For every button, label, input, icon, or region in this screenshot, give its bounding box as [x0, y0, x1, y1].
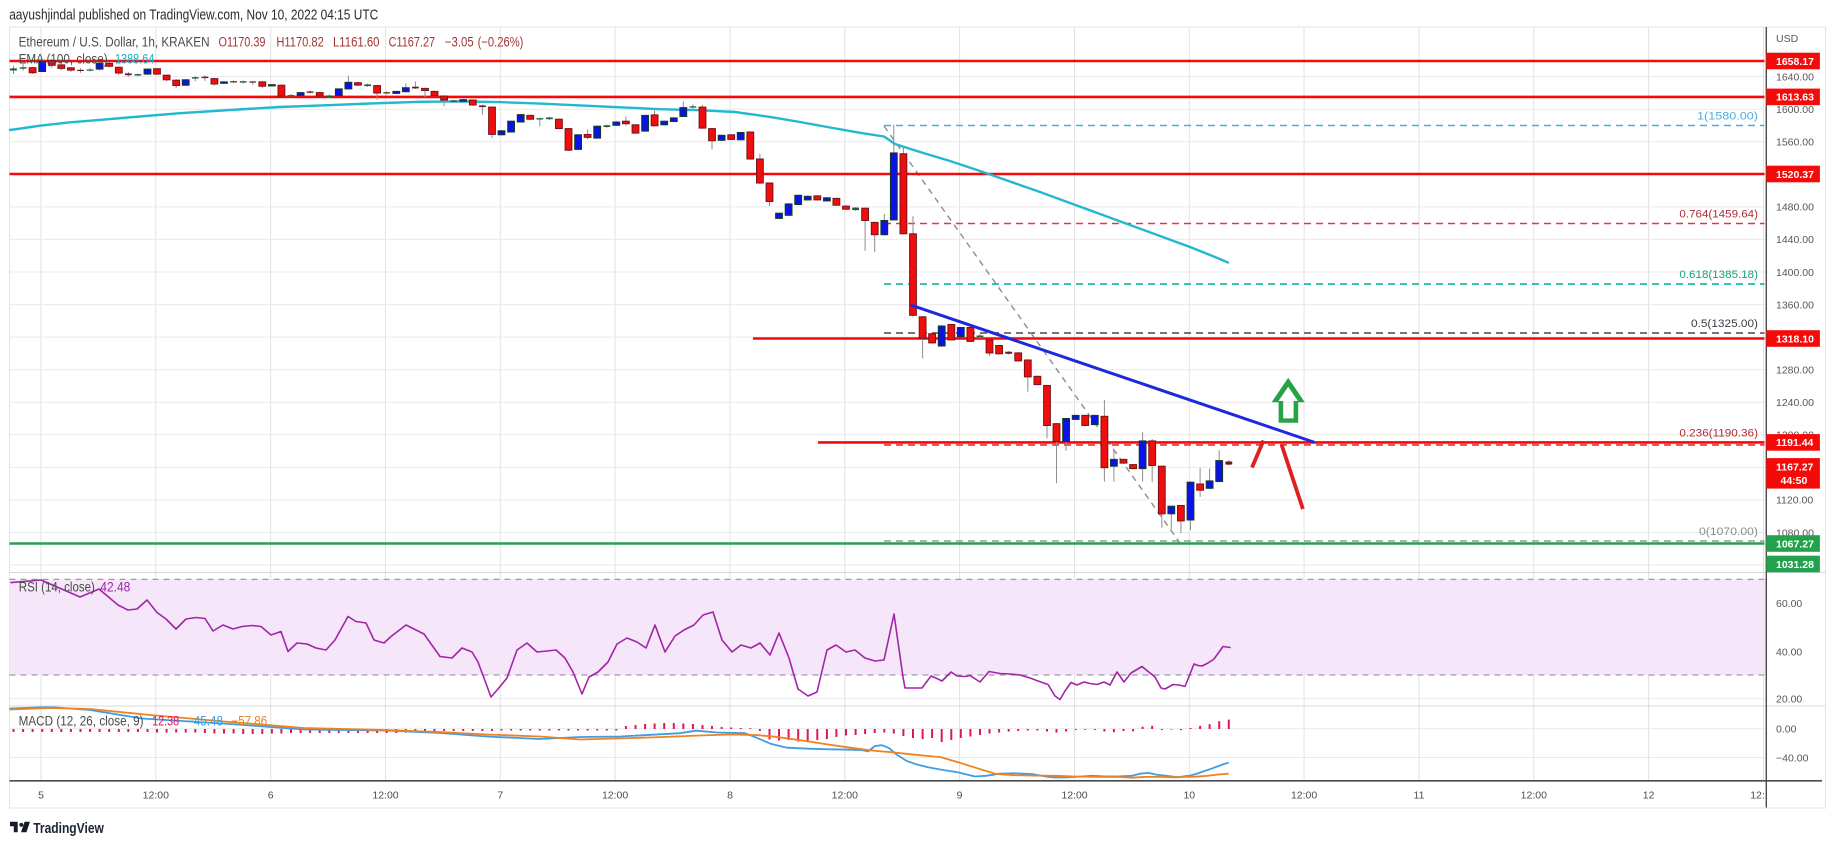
svg-text:12.38: 12.38	[152, 714, 179, 729]
svg-text:0.764(1459.64): 0.764(1459.64)	[1679, 209, 1758, 221]
svg-text:12:00: 12:00	[1291, 790, 1317, 802]
svg-text:1600.00: 1600.00	[1776, 104, 1814, 116]
svg-text:1440.00: 1440.00	[1776, 234, 1814, 246]
svg-text:0.618(1385.18): 0.618(1385.18)	[1679, 269, 1758, 281]
svg-text:12:00: 12:00	[143, 790, 169, 802]
svg-text:−45.48: −45.48	[187, 714, 223, 729]
svg-text:1613.63: 1613.63	[1776, 92, 1814, 104]
svg-text:1318.10: 1318.10	[1776, 333, 1814, 345]
svg-text:8: 8	[727, 790, 733, 802]
svg-text:40.00: 40.00	[1776, 646, 1802, 658]
svg-text:Ethereum / U.S. Dollar, 1h, KR: Ethereum / U.S. Dollar, 1h, KRAKEN	[19, 35, 210, 50]
svg-text:C1167.27: C1167.27	[389, 35, 436, 50]
svg-text:1560.00: 1560.00	[1776, 137, 1814, 149]
svg-text:−57.86: −57.86	[232, 714, 268, 729]
svg-text:−3.05: −3.05	[445, 35, 474, 50]
svg-text:1067.27: 1067.27	[1776, 538, 1814, 550]
svg-text:6: 6	[268, 790, 274, 802]
svg-text:12:00: 12:00	[1521, 790, 1547, 802]
svg-text:0.236(1190.36): 0.236(1190.36)	[1679, 428, 1758, 440]
svg-text:TradingView: TradingView	[33, 820, 104, 837]
svg-text:1240.00: 1240.00	[1776, 397, 1814, 409]
svg-text:10: 10	[1183, 790, 1195, 802]
svg-text:1(1580.00): 1(1580.00)	[1697, 111, 1758, 123]
svg-text:12:00: 12:00	[372, 790, 398, 802]
svg-text:1400.00: 1400.00	[1776, 267, 1814, 279]
svg-text:1191.44: 1191.44	[1776, 437, 1814, 449]
svg-text:1520.37: 1520.37	[1776, 169, 1814, 181]
svg-text:MACD (12, 26, close, 9): MACD (12, 26, close, 9)	[19, 714, 144, 729]
svg-text:1167.27: 1167.27	[1776, 461, 1814, 473]
svg-text:−40.00: −40.00	[1776, 752, 1809, 764]
svg-text:12:00: 12:00	[1061, 790, 1087, 802]
svg-text:9: 9	[957, 790, 963, 802]
svg-text:USD: USD	[1776, 33, 1799, 45]
svg-text:0.5(1325.00): 0.5(1325.00)	[1691, 318, 1758, 330]
svg-text:1480.00: 1480.00	[1776, 202, 1814, 214]
svg-text:12: 12	[1643, 790, 1655, 802]
svg-text:7: 7	[497, 790, 503, 802]
svg-text:1388.64: 1388.64	[115, 52, 155, 67]
svg-text:42.48: 42.48	[100, 580, 130, 595]
svg-text:1280.00: 1280.00	[1776, 365, 1814, 377]
svg-text:20.00: 20.00	[1776, 694, 1802, 706]
svg-text:44:50: 44:50	[1781, 475, 1808, 487]
svg-text:EMA (100, close): EMA (100, close)	[19, 52, 108, 67]
svg-text:H1170.82: H1170.82	[276, 35, 323, 50]
svg-text:(−0.26%): (−0.26%)	[478, 35, 524, 50]
svg-text:1360.00: 1360.00	[1776, 299, 1814, 311]
svg-text:0.00: 0.00	[1776, 724, 1797, 736]
svg-text:11: 11	[1414, 790, 1425, 802]
svg-text:1031.28: 1031.28	[1776, 559, 1814, 571]
svg-text:0(1070.00): 0(1070.00)	[1699, 526, 1758, 538]
svg-text:12:: 12:	[1750, 790, 1765, 802]
svg-text:1640.00: 1640.00	[1776, 71, 1814, 83]
svg-text:12:00: 12:00	[602, 790, 628, 802]
svg-text:5: 5	[38, 790, 44, 802]
svg-text:aayushjindal published on Trad: aayushjindal published on TradingView.co…	[9, 8, 378, 24]
svg-text:L1161.60: L1161.60	[333, 35, 380, 50]
svg-text:1120.00: 1120.00	[1776, 495, 1813, 507]
svg-text:RSI (14, close): RSI (14, close)	[19, 580, 95, 595]
svg-text:1658.17: 1658.17	[1776, 56, 1814, 68]
svg-text:12:00: 12:00	[832, 790, 858, 802]
svg-text:60.00: 60.00	[1776, 598, 1802, 610]
svg-text:O1170.39: O1170.39	[219, 35, 266, 50]
